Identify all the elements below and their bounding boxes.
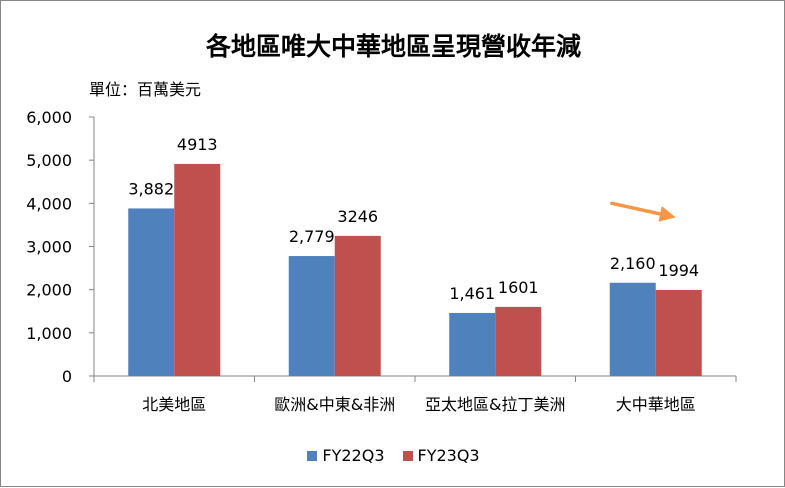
x-tick-label: 亞太地區&拉丁美洲	[425, 395, 565, 414]
legend-swatch-fy23q3	[402, 450, 413, 461]
data-label: 2,779	[289, 227, 335, 246]
data-label: 1,461	[449, 284, 495, 303]
y-tick-label: 4,000	[26, 194, 72, 213]
data-label: 3,882	[128, 179, 174, 198]
bar-fy22q3-3	[609, 282, 656, 376]
y-tick-label: 5,000	[26, 151, 72, 170]
y-tick-label: 3,000	[26, 238, 72, 257]
unit-label: 單位：百萬美元	[89, 80, 202, 99]
x-axis-ticks: 北美地區 歐洲&中東&非洲 亞太地區&拉丁美洲 大中華地區	[93, 376, 737, 414]
y-tick-label: 6,000	[26, 108, 72, 127]
bar-fy22q3-1	[288, 256, 335, 376]
x-tick-label: 歐洲&中東&非洲	[274, 395, 395, 414]
chart-title: 各地區唯大中華地區呈現營收年減	[205, 32, 581, 61]
legend: FY22Q3 FY23Q3	[1, 446, 785, 465]
legend-swatch-fy22q3	[307, 450, 318, 461]
legend-label-fy22q3: FY22Q3	[322, 446, 385, 465]
legend-label-fy23q3: FY23Q3	[417, 446, 480, 465]
y-tick-label: 0	[62, 367, 72, 386]
trend-arrow-head	[658, 206, 676, 222]
data-label: 2,160	[610, 254, 656, 273]
bar-fy23q3-2	[495, 306, 542, 376]
y-tick-label: 1,000	[26, 324, 72, 343]
x-tick-label: 大中華地區	[616, 395, 696, 414]
trend-arrow-shaft	[610, 201, 672, 218]
y-tick-label: 2,000	[26, 281, 72, 300]
x-tick-label: 北美地區	[142, 395, 206, 414]
bar-fy22q3-0	[128, 208, 175, 376]
bar-fy23q3-1	[334, 235, 381, 376]
trend-annotation	[610, 201, 676, 222]
bar-fy23q3-3	[655, 289, 702, 376]
y-axis-ticks: 0 1,000 2,000 3,000 4,000 5,000 6,000	[26, 108, 94, 386]
data-label: 1601	[498, 278, 539, 297]
bar-fy23q3-0	[174, 163, 221, 376]
data-label: 4913	[177, 135, 218, 154]
data-label: 3246	[337, 207, 378, 226]
legend-item-fy22q3: FY22Q3	[307, 446, 385, 465]
bar-fy22q3-2	[449, 312, 496, 376]
bars-group	[128, 163, 702, 376]
legend-item-fy23q3: FY23Q3	[402, 446, 480, 465]
data-label: 1994	[658, 261, 699, 280]
